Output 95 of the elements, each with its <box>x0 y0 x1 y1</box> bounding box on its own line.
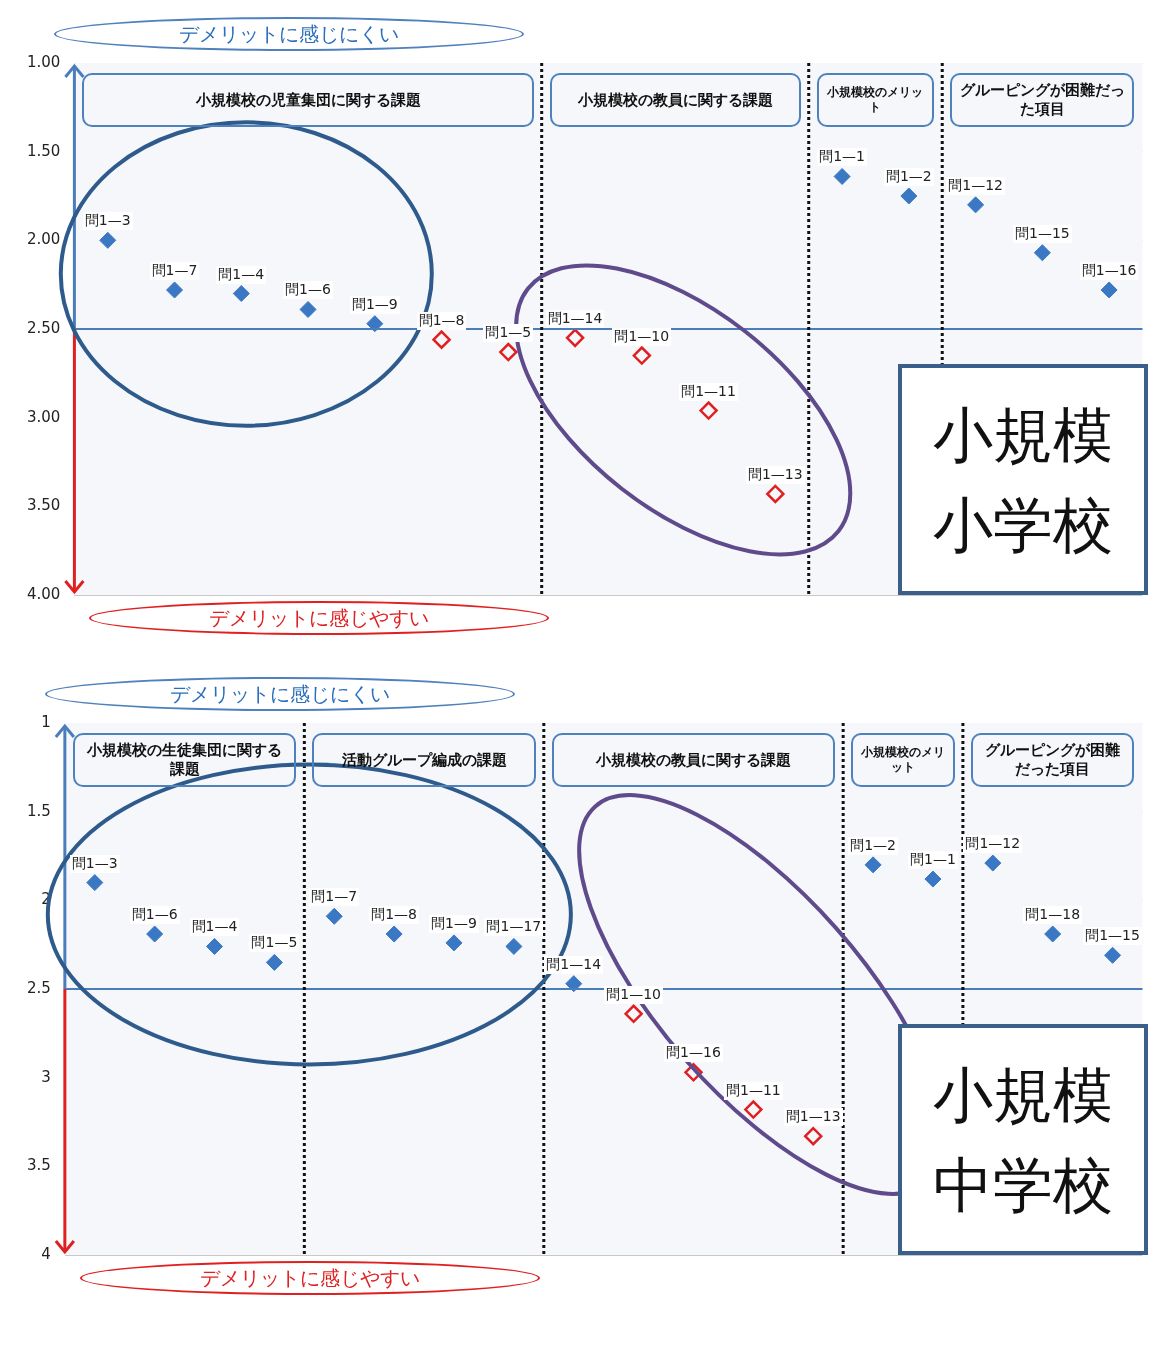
point <box>565 975 583 993</box>
category-label: 問1—10 <box>614 327 670 344</box>
point <box>803 1126 823 1146</box>
point <box>499 342 518 362</box>
point <box>1044 925 1062 943</box>
point <box>445 934 463 952</box>
category-label: 問1—15 <box>1014 224 1070 241</box>
category-label: 問1—14 <box>547 309 603 326</box>
category-label: 問1—10 <box>606 985 661 1002</box>
category-label: 問1—3 <box>84 212 131 229</box>
point <box>385 925 403 943</box>
point <box>984 854 1002 872</box>
band-label: 小規模校のメリット <box>816 73 935 127</box>
band-label: 活動グループ編成の課題 <box>312 733 536 787</box>
point <box>632 346 652 365</box>
category-label: 問1—15 <box>1085 927 1140 944</box>
band-label: 小規模校のメリット <box>851 733 955 787</box>
y-tick-label: 1.5 <box>27 801 51 820</box>
text: 小規模小学校 <box>931 398 1114 562</box>
y-tick-label: 1 <box>41 712 51 731</box>
y-tick-label: 1.50 <box>26 141 61 160</box>
point <box>1104 946 1122 964</box>
category-label: 問1—7 <box>311 888 358 905</box>
category-label: 問1—11 <box>681 382 736 399</box>
category-label: 問1—18 <box>1025 906 1081 923</box>
y-tick-label: 4 <box>41 1244 51 1263</box>
y-tick-label: 3.5 <box>27 1156 51 1175</box>
point <box>924 870 942 888</box>
point <box>206 937 224 955</box>
y-tick-label: 2.50 <box>26 318 61 337</box>
text: デメリットに感じやすい <box>89 601 550 635</box>
y-tick-label: 2.5 <box>27 978 51 997</box>
point <box>967 196 985 214</box>
point <box>325 907 343 925</box>
point <box>432 330 451 349</box>
category-label: 問1—17 <box>486 918 542 935</box>
band-label: 小規模校の教員に関する課題 <box>549 73 801 127</box>
band-label: 小規模校の生徒集団に関する課題 <box>72 733 297 787</box>
category-label: 問1—11 <box>725 1081 781 1098</box>
point <box>232 285 250 303</box>
text: デメリットに感じやすい <box>79 1261 540 1295</box>
point <box>699 401 718 420</box>
y-tick-label: 2.00 <box>26 230 61 249</box>
point <box>900 187 918 205</box>
category-label: 問1—7 <box>151 261 198 278</box>
text: デメリットに感じにくい <box>44 677 515 711</box>
y-tick-label: 3.50 <box>26 496 61 515</box>
point <box>366 315 384 333</box>
point <box>624 1004 643 1024</box>
category-label: 問1—12 <box>948 176 1003 193</box>
category-label: 問1—4 <box>191 918 238 935</box>
point <box>166 281 184 299</box>
text: デメリットに感じにくい <box>54 17 525 51</box>
category-label: 問1—5 <box>251 934 298 951</box>
category-label: 問1—16 <box>666 1044 721 1061</box>
y-tick-label: 3 <box>41 1067 51 1086</box>
point <box>1100 281 1118 299</box>
point <box>833 167 851 185</box>
band-label: グルーピングが困難だった項目 <box>950 73 1135 127</box>
category-label: 問1—12 <box>965 835 1021 852</box>
category-label: 問1—1 <box>819 148 865 165</box>
band-label: 小規模校の教員に関する課題 <box>551 733 836 787</box>
category-label: 問1—3 <box>71 854 118 871</box>
category-label: 問1—6 <box>285 281 331 298</box>
category-label: 問1—13 <box>747 465 803 482</box>
category-label: 問1—2 <box>885 168 932 184</box>
point <box>86 874 104 892</box>
category-label: 問1—8 <box>418 311 465 328</box>
category-label: 問1—1 <box>910 851 956 868</box>
point <box>146 925 164 943</box>
category-label: 問1—2 <box>850 836 896 853</box>
point <box>565 328 585 348</box>
y-tick-label: 3.00 <box>26 407 61 426</box>
category-label: 問1—14 <box>546 955 602 972</box>
point <box>864 856 882 874</box>
point <box>766 484 785 504</box>
text: 小規模中学校 <box>931 1058 1114 1222</box>
category-label: 問1—9 <box>351 295 398 312</box>
point <box>744 1100 763 1119</box>
band-label: 小規模校の児童集団に関する課題 <box>82 73 534 127</box>
point <box>505 937 523 955</box>
point <box>265 953 283 971</box>
point <box>1033 244 1051 262</box>
category-label: 問1—6 <box>131 906 178 923</box>
y-tick-label: 4.00 <box>26 584 61 603</box>
y-tick-label: 1.00 <box>26 52 61 71</box>
category-label: 問1—9 <box>431 914 477 931</box>
category-label: 問1—5 <box>485 324 532 341</box>
category-label: 問1—8 <box>371 906 418 923</box>
category-label: 問1—4 <box>218 265 265 282</box>
category-label: 問1—13 <box>785 1108 841 1125</box>
category-label: 問1—16 <box>1081 261 1137 278</box>
band-label: グルーピングが困難だった項目 <box>970 733 1135 787</box>
point <box>299 300 317 318</box>
point <box>99 231 117 249</box>
